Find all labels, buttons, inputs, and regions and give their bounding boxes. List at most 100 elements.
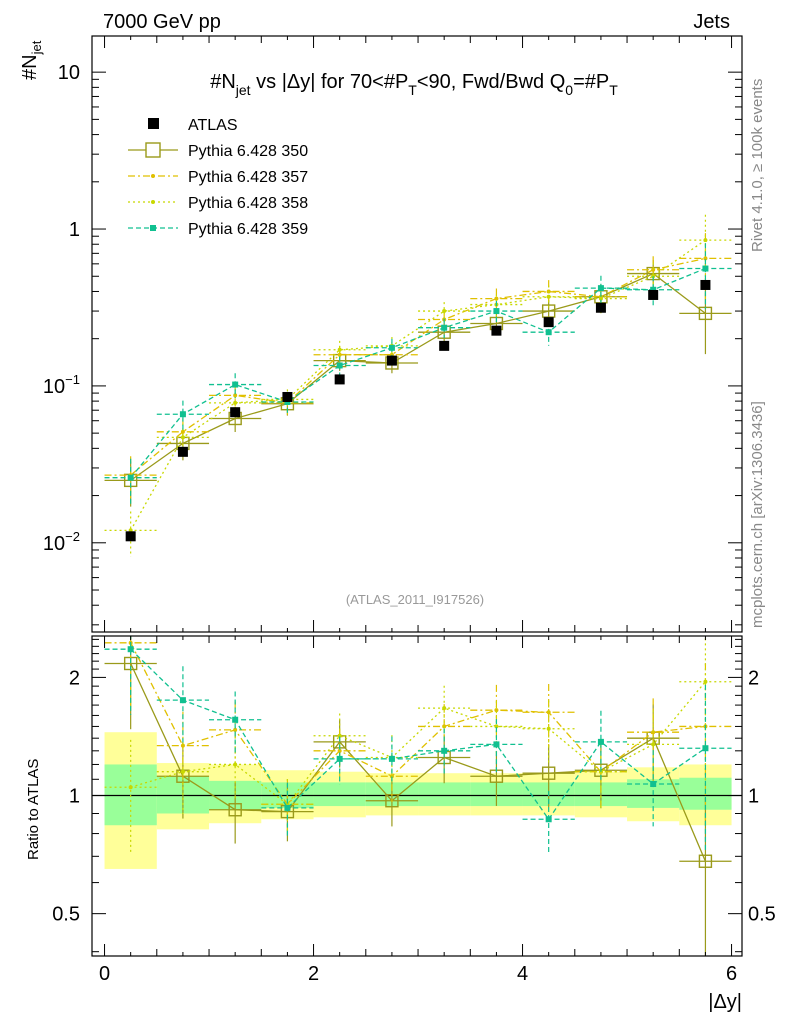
series-line-2 [130, 257, 706, 476]
series-point-3 [233, 400, 238, 405]
series-point-4 [545, 329, 552, 336]
series-point-4 [702, 265, 709, 272]
title-part4: =#P [573, 71, 609, 93]
series-point-4 [493, 741, 500, 748]
atlas-point [177, 446, 188, 457]
legend-label: ATLAS [188, 117, 238, 134]
legend-marker [151, 200, 155, 204]
mcplots-label: mcplots.cern.ch [arXiv:1306.3436] [749, 401, 766, 628]
atlas-point [648, 289, 659, 300]
title-part3: <90, Fwd/Bwd Q [417, 71, 565, 93]
series-point-3 [651, 742, 656, 747]
series-point-1 [228, 803, 242, 817]
main-frame [91, 35, 743, 633]
series-point-4 [650, 286, 657, 293]
series-point-2 [337, 748, 342, 753]
series-point-4 [127, 646, 134, 653]
series-point-3 [703, 679, 708, 684]
series-point-4 [545, 816, 552, 823]
atlas-point [700, 279, 711, 290]
series-point-4 [179, 411, 186, 418]
main-ylabel: #Njet [19, 40, 44, 80]
ratio-y-tick-label-right: 2 [748, 667, 759, 689]
series-point-3 [337, 733, 342, 738]
series-point-2 [651, 267, 656, 272]
series-point-4 [650, 780, 657, 787]
x-tick-label: 0 [99, 963, 110, 985]
main-y-tick-label: 10 [58, 62, 80, 84]
series-point-2 [703, 256, 708, 261]
series-point-3 [703, 238, 708, 243]
main-ylabel-sub: jet [29, 40, 44, 55]
series-point-2 [233, 393, 238, 398]
series-line-2 [130, 642, 706, 806]
series-point-4 [388, 344, 395, 351]
main-y-tick-label: 10−1 [43, 372, 80, 398]
atlas-point [334, 374, 345, 385]
title-part2: vs |Δy| for 70<#P [251, 71, 409, 93]
ratio-plot-content [104, 636, 732, 956]
ratio-y-tick-label: 0.5 [52, 904, 80, 926]
series-point-4 [336, 755, 343, 762]
series-point-2 [494, 708, 499, 713]
series-point-3 [442, 309, 447, 314]
series-line-3 [130, 239, 706, 531]
title-sub3: 0 [565, 82, 573, 98]
title-part1: #N [210, 71, 236, 93]
ratio-ylabel: Ratio to ATLAS [25, 759, 42, 860]
series-point-4 [336, 362, 343, 369]
series-point-4 [441, 324, 448, 331]
legend-label: Pythia 6.428 350 [188, 143, 308, 160]
legend-marker [150, 225, 156, 231]
series-point-2 [233, 727, 238, 732]
x-tick-label: 6 [726, 963, 737, 985]
atlas-point [230, 407, 241, 418]
legend-label: Pythia 6.428 359 [188, 221, 308, 238]
series-point-4 [597, 738, 604, 745]
axes: 0 2 4 6 10 1 10−1 10−2 0.5 0.5 1 1 2 2 [43, 35, 776, 985]
legend-label: Pythia 6.428 357 [188, 169, 308, 186]
legend-marker [145, 142, 161, 158]
ratio-y-tick-label: 1 [69, 786, 80, 808]
ratio-y-tick-label: 2 [69, 667, 80, 689]
x-axis-label: |Δy| [708, 991, 742, 1013]
series-point-2 [180, 429, 185, 434]
main-ylabel-text: #N [19, 54, 41, 80]
series-point-4 [232, 381, 239, 388]
atlas-point [282, 391, 293, 402]
series-point-3 [494, 724, 499, 729]
title-sub2: T [408, 82, 417, 98]
ratio-band-green [418, 782, 471, 807]
series-point-4 [284, 804, 291, 811]
series-point-2 [337, 352, 342, 357]
main-y-tick-label: 1 [69, 219, 80, 241]
legend-marker-atlas [148, 118, 159, 129]
series-point-3 [180, 769, 185, 774]
atlas-point [125, 531, 136, 542]
series-point-4 [179, 697, 186, 704]
series-point-2 [180, 743, 185, 748]
series-point-4 [597, 285, 604, 292]
series-point-4 [232, 716, 239, 723]
series-point-3 [180, 435, 185, 440]
series-line-4 [130, 648, 706, 821]
series-line-4 [130, 267, 706, 479]
series-point-4 [127, 474, 134, 481]
series-point-1 [541, 766, 556, 780]
ratio-y-tick-label-right: 1 [748, 786, 759, 808]
x-tick-label: 2 [308, 963, 319, 985]
rivet-label: Rivet 4.1.0, ≥ 100k events [749, 79, 766, 252]
atlas-point [595, 302, 606, 313]
series-point-3 [233, 762, 238, 767]
legend-label: Pythia 6.428 358 [188, 195, 308, 212]
main-y-tick-label: 10−2 [43, 529, 80, 555]
series-point-3 [337, 347, 342, 352]
x-tick-label: 4 [517, 963, 528, 985]
title-sub1: jet [235, 82, 251, 98]
ratio-y-tick-label-right: 0.5 [748, 904, 776, 926]
series-point-4 [388, 755, 395, 762]
series-point-4 [702, 745, 709, 752]
series-point-4 [493, 308, 500, 315]
atlas-point [491, 325, 502, 336]
